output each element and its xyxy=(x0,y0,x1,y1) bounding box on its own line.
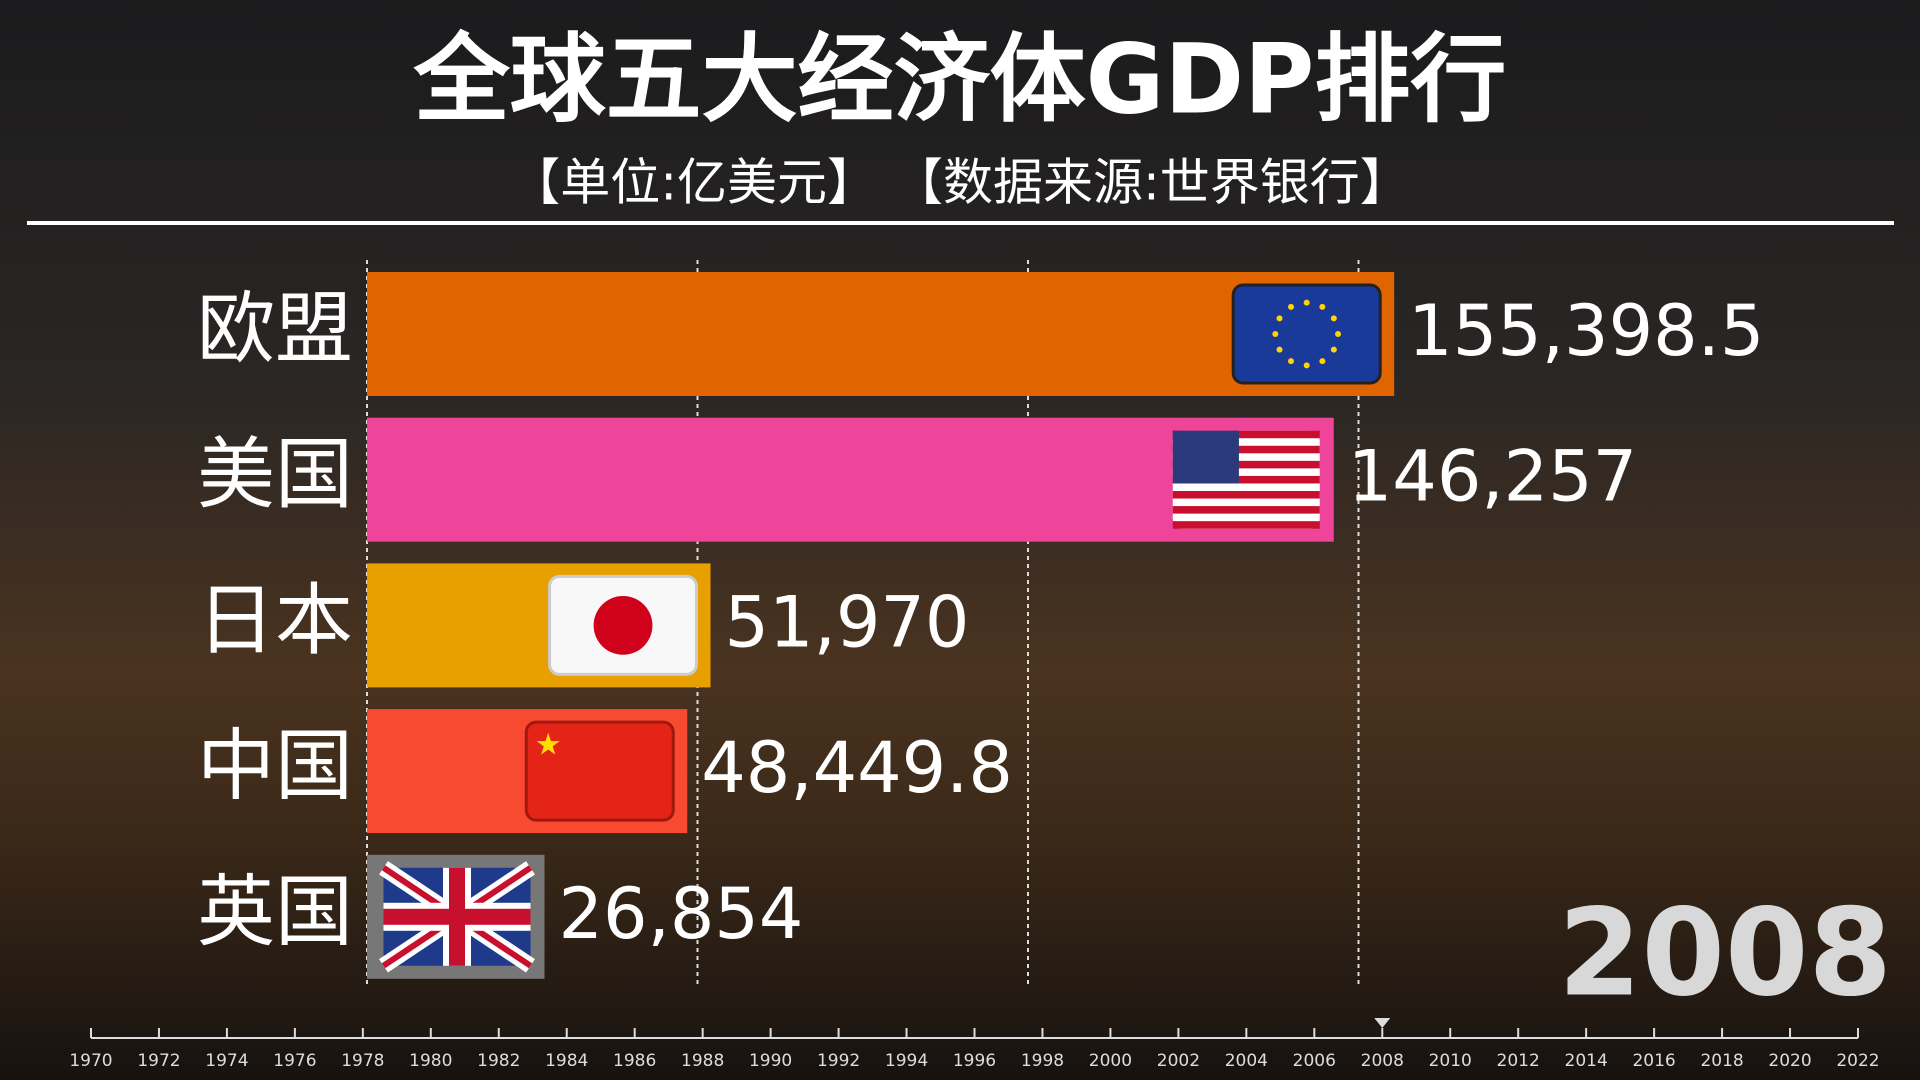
category-label: 欧盟 xyxy=(197,284,353,374)
timeline-tick-label: 2002 xyxy=(1157,1051,1200,1071)
chart-subtitle: 【单位:亿美元】 【数据来源:世界银行】 xyxy=(510,154,1410,212)
timeline-tick-label: 2010 xyxy=(1429,1051,1472,1071)
timeline-tick-label: 1984 xyxy=(545,1051,588,1071)
timeline-tick-label: 2006 xyxy=(1293,1051,1336,1071)
flag-stripe xyxy=(1172,460,1320,469)
bar xyxy=(367,417,1334,542)
flag-star xyxy=(1276,346,1283,353)
timeline-tick-label: 2012 xyxy=(1497,1051,1540,1071)
flag-stripe xyxy=(1172,445,1320,454)
flag-bg xyxy=(1231,283,1382,385)
flag-cross xyxy=(383,908,531,925)
timeline-tick-label: 1990 xyxy=(749,1051,792,1071)
flag-stripe xyxy=(1172,506,1320,514)
flag-star xyxy=(1288,358,1295,365)
category-label: 美国 xyxy=(197,430,353,520)
flag-stripe xyxy=(1172,430,1320,439)
flag-star xyxy=(1319,303,1326,310)
chart-title: 全球五大经济体GDP排行 xyxy=(413,23,1507,135)
timeline-tick-label: 2022 xyxy=(1836,1051,1879,1071)
timeline-tick-label: 2000 xyxy=(1089,1051,1132,1071)
timeline-tick-label: 2008 xyxy=(1361,1051,1404,1071)
category-label: 英国 xyxy=(197,867,353,957)
value-label: 146,257 xyxy=(1348,436,1637,518)
timeline-tick-label: 1996 xyxy=(953,1051,996,1071)
timeline-marker xyxy=(1374,1018,1391,1028)
flag-stripe xyxy=(1172,475,1320,484)
flag-sun xyxy=(593,596,653,655)
timeline-tick-label: 1986 xyxy=(613,1051,656,1071)
value-label: 51,970 xyxy=(725,581,970,663)
timeline-tick-label: 1978 xyxy=(341,1051,384,1071)
timeline-tick-label: 2020 xyxy=(1768,1051,1811,1071)
flag-stripe xyxy=(1172,521,1320,529)
flag-canton xyxy=(1172,430,1239,484)
timeline-tick-label: 1994 xyxy=(885,1051,928,1071)
value-label: 155,398.5 xyxy=(1408,290,1764,372)
timeline-tick-label: 2018 xyxy=(1700,1051,1743,1071)
value-label: 48,449.8 xyxy=(701,727,1013,809)
value-label: 26,854 xyxy=(559,873,804,955)
bar xyxy=(367,272,1395,396)
flag-bg xyxy=(524,720,675,822)
flag-star xyxy=(1303,362,1310,369)
category-label: 日本 xyxy=(197,576,353,666)
timeline-tick-label: 1988 xyxy=(681,1051,724,1071)
flag-star xyxy=(1330,346,1337,353)
flag-star: ★ xyxy=(535,728,562,763)
flag-star xyxy=(1272,331,1279,337)
flag-star xyxy=(1288,303,1295,310)
flag xyxy=(1172,430,1320,529)
flag: ★ xyxy=(524,720,675,822)
flag-star xyxy=(1319,358,1326,365)
timeline-tick-label: 2016 xyxy=(1632,1051,1675,1071)
flag-stripe xyxy=(1172,491,1320,499)
timeline-tick-label: 1970 xyxy=(69,1051,112,1071)
timeline-tick-label: 2014 xyxy=(1565,1051,1608,1071)
flag xyxy=(379,861,535,973)
category-label: 中国 xyxy=(197,722,353,812)
timeline-tick-label: 1976 xyxy=(273,1051,316,1071)
flag xyxy=(1231,283,1382,385)
flag-star xyxy=(1330,315,1337,322)
flag-star xyxy=(1335,331,1342,337)
timeline-tick-label: 1972 xyxy=(137,1051,180,1071)
flag-star xyxy=(1303,299,1310,306)
timeline-tick-label: 1998 xyxy=(1021,1051,1064,1071)
timeline-tick-label: 2004 xyxy=(1225,1051,1268,1071)
timeline-tick-label: 1982 xyxy=(477,1051,520,1071)
flag xyxy=(548,574,699,676)
flag-star xyxy=(1276,315,1283,322)
timeline-tick-label: 1974 xyxy=(205,1051,248,1071)
year-label: 2008 xyxy=(1558,885,1892,1024)
timeline-tick-label: 1980 xyxy=(409,1051,452,1071)
timeline-tick-label: 1992 xyxy=(817,1051,860,1071)
